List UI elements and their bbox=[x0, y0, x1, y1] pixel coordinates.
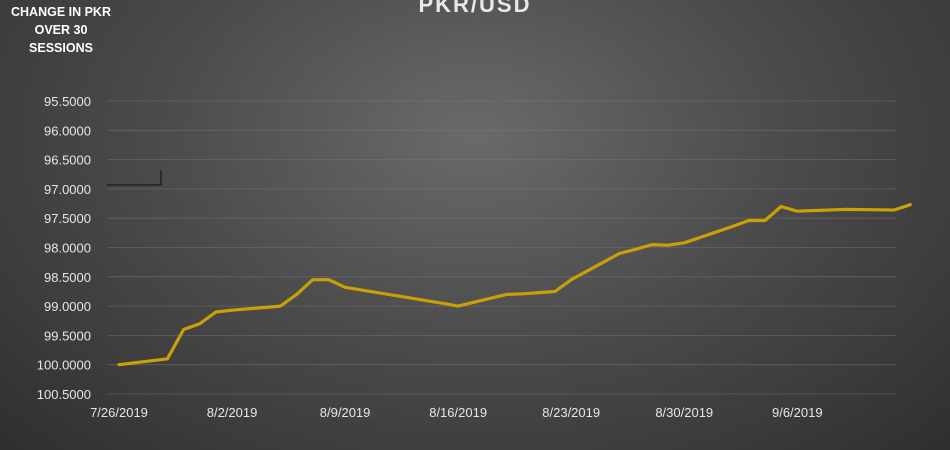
y-tick-label: 97.5000 bbox=[44, 211, 91, 226]
y-tick-label: 98.0000 bbox=[44, 241, 91, 256]
series-line bbox=[117, 203, 912, 367]
chart-title: PKR/USD bbox=[418, 0, 532, 17]
x-tick-label: 8/2/2019 bbox=[207, 405, 258, 420]
y-tick-label: 95.5000 bbox=[44, 94, 91, 109]
y-tick-label: 98.5000 bbox=[44, 270, 91, 285]
x-tick-label: 8/23/2019 bbox=[542, 405, 600, 420]
y-tick-label: 100.0000 bbox=[37, 358, 91, 373]
y-tick-label: 97.0000 bbox=[44, 182, 91, 197]
y-tick-label: 96.5000 bbox=[44, 153, 91, 168]
x-tick-label: 8/16/2019 bbox=[429, 405, 487, 420]
gridlines bbox=[107, 100, 896, 395]
y-tick-labels: 95.5000 96.0000 96.5000 97.0000 97.5000 98.00… bbox=[37, 94, 91, 402]
x-tick-label: 8/30/2019 bbox=[655, 405, 713, 420]
x-tick-label: 7/26/2019 bbox=[90, 405, 148, 420]
y-tick-label: 100.5000 bbox=[37, 387, 91, 402]
x-tick-label: 8/9/2019 bbox=[320, 405, 371, 420]
y-tick-label: 99.0000 bbox=[44, 299, 91, 314]
y-tick-label: 99.5000 bbox=[44, 328, 91, 343]
y-tick-label: 96.0000 bbox=[44, 123, 91, 138]
x-tick-labels: 7/26/2019 8/2/2019 8/9/2019 8/16/2019 8/23/2… bbox=[90, 405, 823, 420]
series-group bbox=[117, 203, 912, 367]
x-tick-label: 9/6/2019 bbox=[772, 405, 823, 420]
y-axis-title: CHANGE IN PKR OVER 30 SESSIONS bbox=[10, 5, 111, 55]
